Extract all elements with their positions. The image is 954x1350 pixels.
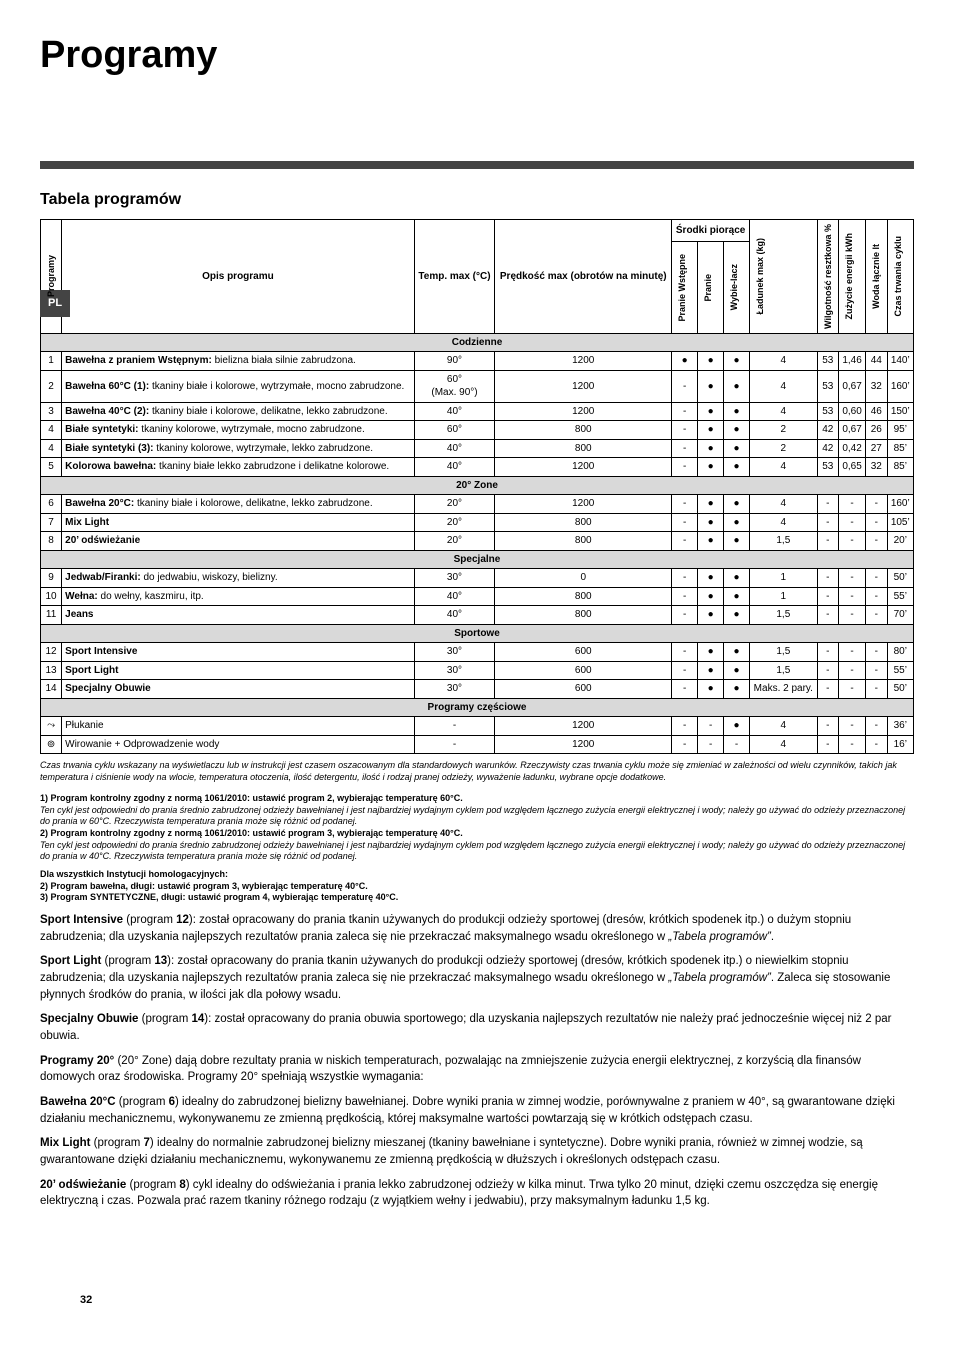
body-paragraph: 20’ odświeżanie (program 8) cykl idealny… bbox=[40, 1177, 914, 1210]
page-number: 32 bbox=[80, 1293, 92, 1308]
table-row: 11Jeans40°800-●●1,5---70’ bbox=[41, 606, 914, 625]
body-paragraph: Bawełna 20°C (program 6) idealny do zabr… bbox=[40, 1094, 914, 1127]
table-row: 12Sport Intensive30°600-●●1,5---80’ bbox=[41, 643, 914, 662]
col-wilgotnosc: Wilgotność resztkowa % bbox=[821, 222, 835, 331]
body-paragraph: Mix Light (program 7) idealny do normaln… bbox=[40, 1135, 914, 1168]
section-header: 20° Zone bbox=[41, 476, 914, 495]
col-pranie: Pranie bbox=[701, 272, 715, 304]
section-header: Codzienne bbox=[41, 333, 914, 352]
col-srodki: Środki piorące bbox=[672, 219, 750, 241]
col-rpm: Prędkość max (obrotów na minutę) bbox=[495, 219, 672, 333]
notes-block-2: Dla wszystkich Instytucji homologacyjnyc… bbox=[40, 869, 914, 904]
table-row: 9Jedwab/Firanki: do jedwabiu, wiskozy, b… bbox=[41, 569, 914, 588]
page-title: Programy bbox=[40, 30, 914, 81]
divider-bar bbox=[40, 161, 914, 169]
body-paragraph: Programy 20° (20° Zone) dają dobre rezul… bbox=[40, 1053, 914, 1086]
table-row: 2Bawełna 60°C (1): tkaniny białe i kolor… bbox=[41, 370, 914, 402]
table-title: Tabela programów bbox=[40, 189, 914, 211]
table-row: 13Sport Light30°600-●●1,5---55’ bbox=[41, 661, 914, 680]
table-row: 1Bawełna z praniem Wstępnym: bielizna bi… bbox=[41, 352, 914, 371]
col-opis: Opis programu bbox=[62, 219, 415, 333]
table-row: 7Mix Light20°800-●●4---105’ bbox=[41, 513, 914, 532]
table-row: 4Białe syntetyki (3): tkaniny kolorowe, … bbox=[41, 439, 914, 458]
table-row: 4Białe syntetyki: tkaniny kolorowe, wytr… bbox=[41, 421, 914, 440]
col-zuzycie: Zużycie energii kWh bbox=[842, 231, 856, 322]
table-row: 3Bawełna 40°C (2): tkaniny białe i kolor… bbox=[41, 402, 914, 421]
col-temp: Temp. max (°C) bbox=[414, 219, 495, 333]
col-programy: Programy bbox=[44, 253, 58, 299]
table-row: ⊚Wirowanie + Odprowadzenie wody-1200---4… bbox=[41, 735, 914, 754]
col-ladunek: Ładunek max (kg) bbox=[753, 236, 767, 317]
body-paragraphs: Sport Intensive (program 12): został opr… bbox=[40, 912, 914, 1210]
section-header: Specjalne bbox=[41, 550, 914, 569]
table-row: 5Kolorowa bawełna: tkaniny białe lekko z… bbox=[41, 458, 914, 477]
table-row: 6Bawełna 20°C: tkaniny białe i kolorowe,… bbox=[41, 495, 914, 514]
section-header: Sportowe bbox=[41, 624, 914, 643]
body-paragraph: Sport Light (program 13): został opracow… bbox=[40, 953, 914, 1003]
col-czas: Czas trwania cyklu bbox=[891, 234, 905, 319]
table-row: 10Wełna: do wełny, kaszmiru, itp.40°800-… bbox=[41, 587, 914, 606]
notes-block-1: 1) Program kontrolny zgodny z normą 1061… bbox=[40, 793, 914, 863]
col-pranie-wstepne: Pranie Wstępne bbox=[675, 252, 689, 324]
table-row: ⤳Płukanie-1200--●4---36’ bbox=[41, 717, 914, 736]
table-row: 820’ odświeżanie20°800-●●1,5---20’ bbox=[41, 532, 914, 551]
footnote-text: Czas trwania cyklu wskazany na wyświetla… bbox=[40, 760, 914, 783]
programs-table: Programy Opis programu Temp. max (°C) Pr… bbox=[40, 219, 914, 754]
body-paragraph: Sport Intensive (program 12): został opr… bbox=[40, 912, 914, 945]
section-header: Programy częściowe bbox=[41, 698, 914, 717]
table-row: 14Specjalny Obuwie30°600-●●Maks. 2 pary.… bbox=[41, 680, 914, 699]
col-wybielacz: Wybie-lacz bbox=[727, 262, 741, 312]
col-woda: Woda łącznie lt bbox=[869, 242, 883, 311]
body-paragraph: Specjalny Obuwie (program 14): został op… bbox=[40, 1011, 914, 1044]
